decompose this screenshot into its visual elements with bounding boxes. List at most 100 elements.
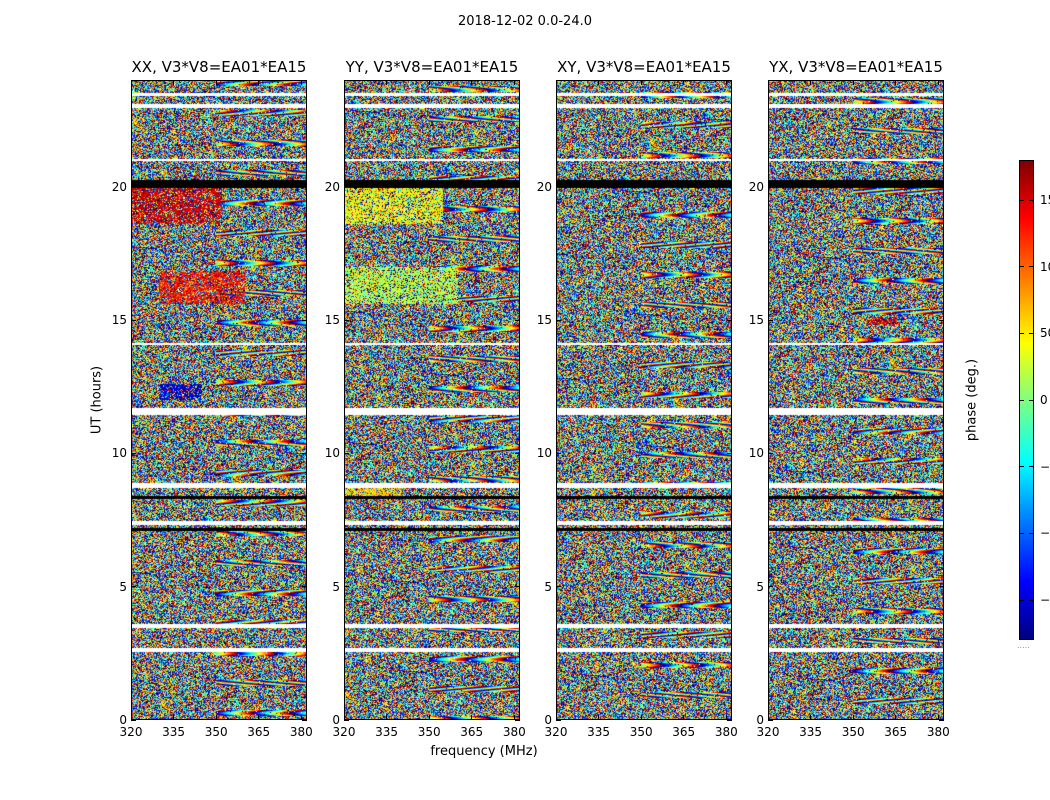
colorbar-tick-label: 100 xyxy=(1040,259,1050,274)
x-tick-label: 365 xyxy=(884,725,908,739)
y-tick-mark xyxy=(344,452,349,454)
heatmap-panel-xy: XY, V3*V8=EA01*EA15 0 5 10 15 20 320 335 350 365… xyxy=(537,58,738,739)
y-tick-mark xyxy=(302,586,307,588)
colorbar-tick-mark xyxy=(1020,466,1024,468)
y-tick-mark xyxy=(556,452,561,454)
x-tick-label: 365 xyxy=(247,725,271,739)
x-axis-label: frequency (MHz) xyxy=(430,744,538,759)
x-tick-label: 365 xyxy=(460,725,484,739)
x-tick-label: 380 xyxy=(714,725,738,739)
y-tick-label: 0 xyxy=(756,713,764,727)
y-tick-label: 10 xyxy=(324,446,340,461)
y-tick-mark xyxy=(556,719,561,721)
y-tick-mark xyxy=(344,319,349,321)
y-tick-label: 20 xyxy=(536,179,552,194)
x-tick-mark xyxy=(343,715,345,720)
x-tick-label: 335 xyxy=(162,725,186,739)
x-tick-mark xyxy=(937,80,939,85)
colorbar-tick-mark xyxy=(1029,399,1033,401)
phase-heatmap xyxy=(556,80,732,720)
y-tick-label: 15 xyxy=(748,313,764,327)
x-tick-mark xyxy=(725,80,727,85)
y-tick-label: 20 xyxy=(748,179,764,194)
y-tick-mark xyxy=(768,452,773,454)
colorbar-footer: ..... xyxy=(1017,641,1030,650)
colorbar xyxy=(1019,160,1034,640)
x-tick-label: 380 xyxy=(926,725,950,739)
y-tick-mark xyxy=(556,186,561,188)
colorbar-tick-mark xyxy=(1020,399,1024,401)
x-tick-mark xyxy=(130,715,132,720)
x-tick-label: 380 xyxy=(289,725,313,739)
x-tick-label: 380 xyxy=(502,725,526,739)
x-tick-mark xyxy=(215,715,217,720)
panel-title: XY, V3*V8=EA01*EA15 xyxy=(557,58,731,76)
colorbar-tick-mark xyxy=(1029,332,1033,334)
y-tick-label: 15 xyxy=(536,313,552,327)
y-tick-mark xyxy=(939,452,944,454)
colorbar-tick-mark xyxy=(1029,599,1033,601)
x-tick-label: 320 xyxy=(756,725,780,739)
y-tick-mark xyxy=(344,586,349,588)
y-tick-mark xyxy=(515,186,520,188)
x-tick-mark xyxy=(471,715,473,720)
colorbar-tick-mark xyxy=(1020,266,1024,268)
y-tick-mark xyxy=(131,319,136,321)
x-tick-mark xyxy=(428,715,430,720)
colorbar-label: phase (deg.) xyxy=(964,358,980,442)
y-tick-mark xyxy=(302,719,307,721)
panel-title: XX, V3*V8=EA01*EA15 xyxy=(131,58,307,76)
x-tick-label: 335 xyxy=(375,725,399,739)
x-tick-label: 365 xyxy=(672,725,696,739)
x-tick-mark xyxy=(767,80,769,85)
x-tick-label: 320 xyxy=(544,725,568,739)
y-tick-mark xyxy=(515,319,520,321)
colorbar-tick-label: −150 xyxy=(1040,593,1050,607)
y-tick-mark xyxy=(556,319,561,321)
x-tick-mark xyxy=(598,715,600,720)
x-tick-mark xyxy=(725,715,727,720)
heatmap-panel-yy: YY, V3*V8=EA01*EA15 0 5 10 15 20 320 335 350 365… xyxy=(325,58,526,739)
y-tick-mark xyxy=(727,319,732,321)
y-tick-label: 10 xyxy=(748,446,764,461)
y-tick-label: 10 xyxy=(536,446,552,461)
colorbar-tick-mark xyxy=(1020,199,1024,201)
y-tick-label: 0 xyxy=(119,713,127,727)
x-tick-mark xyxy=(386,80,388,85)
x-tick-mark xyxy=(428,80,430,85)
x-tick-mark xyxy=(683,80,685,85)
x-tick-mark xyxy=(895,715,897,720)
y-tick-label: 10 xyxy=(111,446,127,461)
y-tick-mark xyxy=(131,586,136,588)
y-tick-label: 0 xyxy=(544,713,552,727)
x-tick-label: 320 xyxy=(119,725,143,739)
x-tick-label: 320 xyxy=(332,725,356,739)
y-tick-mark xyxy=(727,186,732,188)
x-tick-mark xyxy=(640,80,642,85)
y-tick-mark xyxy=(344,719,349,721)
heatmap-panel-xx: XX, V3*V8=EA01*EA15 0 5 10 15 20 320 335 350 365… xyxy=(112,58,313,739)
x-tick-mark xyxy=(852,715,854,720)
y-tick-mark xyxy=(131,186,136,188)
y-tick-label: 20 xyxy=(324,179,340,194)
y-tick-mark xyxy=(515,452,520,454)
x-tick-mark xyxy=(471,80,473,85)
x-tick-mark xyxy=(513,80,515,85)
colorbar-tick-label: 50 xyxy=(1040,326,1050,341)
colorbar-tick-mark xyxy=(1020,599,1024,601)
y-tick-mark xyxy=(727,452,732,454)
x-tick-mark xyxy=(852,80,854,85)
phase-heatmap xyxy=(131,80,307,720)
x-tick-mark xyxy=(683,715,685,720)
x-tick-mark xyxy=(173,715,175,720)
x-tick-mark xyxy=(937,715,939,720)
x-tick-mark xyxy=(810,715,812,720)
y-tick-mark xyxy=(302,186,307,188)
colorbar-tick-mark xyxy=(1029,266,1033,268)
colorbar-tick-label: 0 xyxy=(1040,393,1048,407)
y-tick-mark xyxy=(131,719,136,721)
y-tick-label: 5 xyxy=(544,579,552,594)
x-tick-mark xyxy=(598,80,600,85)
x-tick-label: 335 xyxy=(799,725,823,739)
panel-title: YY, V3*V8=EA01*EA15 xyxy=(345,58,519,76)
